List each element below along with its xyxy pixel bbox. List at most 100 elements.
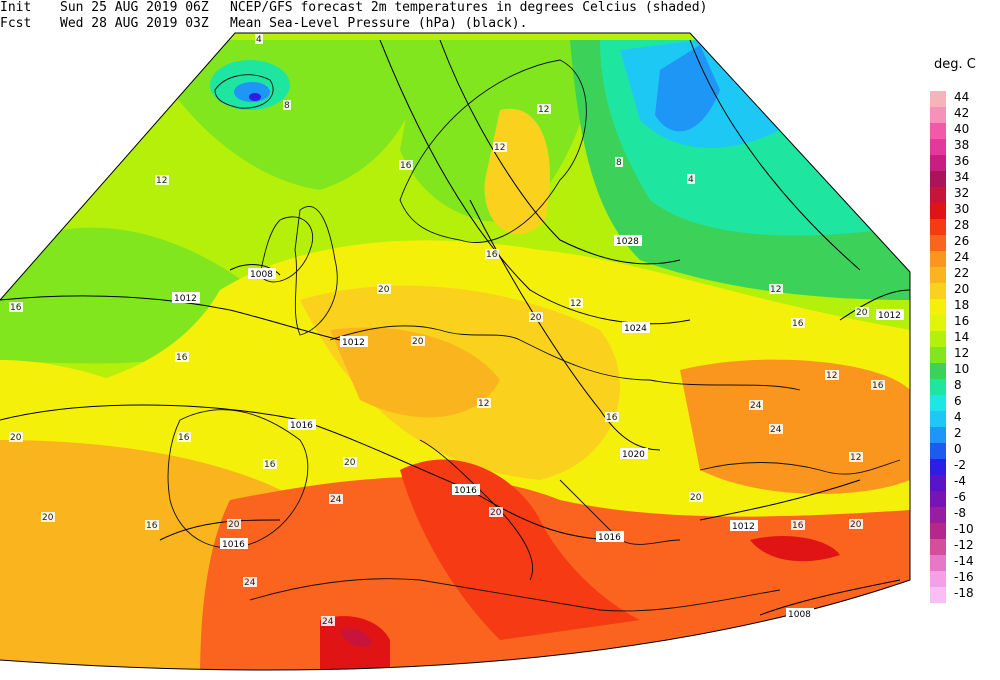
legend-swatch — [930, 123, 946, 139]
header-line2: Mean Sea-Level Pressure (hPa) (black). — [230, 16, 528, 31]
temp-label-bg — [871, 380, 885, 390]
ukraine-zone — [680, 359, 910, 494]
temp-label: 16 — [792, 319, 804, 329]
isobar-label-1008b: 1008 — [788, 610, 811, 620]
iberia-coast — [167, 409, 309, 549]
north-africa-coast — [249, 578, 781, 612]
temp-label: 16 — [606, 413, 618, 423]
isobar-label-bg-1008a — [248, 268, 276, 279]
isobar-label-bg-1016a — [288, 419, 316, 430]
legend-value: 32 — [954, 186, 970, 200]
temp-label: 20 — [228, 520, 240, 530]
legend-swatch — [930, 347, 946, 363]
temp-label-bg — [825, 370, 839, 380]
legend-value: 0 — [954, 442, 962, 456]
temp-label-bg — [329, 494, 343, 504]
legend-value: 24 — [954, 250, 970, 264]
temp-label-bg — [243, 577, 257, 587]
temp-label: 12 — [770, 285, 781, 295]
isobar-label-1016c: 1016 — [222, 540, 245, 550]
isobar-1016-b — [159, 519, 281, 541]
legend-value: -2 — [954, 458, 966, 472]
temp-label-bg — [569, 298, 583, 308]
temp-label-bg — [849, 452, 863, 462]
legend-value: 34 — [954, 170, 970, 184]
isobar-label-1028: 1028 — [616, 237, 639, 247]
isobar-1028 — [439, 39, 681, 265]
isobar-label-1016d: 1016 — [598, 533, 621, 543]
temp-label-bg — [615, 157, 623, 167]
temp-label-bg — [687, 174, 695, 184]
temp-label-bg — [855, 307, 869, 317]
britain-coast — [294, 206, 338, 336]
isobar-label-bg-1016d — [596, 531, 624, 542]
temp-label-bg — [9, 302, 23, 312]
legend-swatch — [930, 491, 946, 507]
temp-label-bg — [343, 457, 357, 467]
legend-swatch — [930, 187, 946, 203]
isobar-1020 — [469, 199, 661, 451]
temp-label: 24 — [322, 617, 334, 627]
legend-swatch — [930, 107, 946, 123]
legend-value: 2 — [954, 426, 962, 440]
temp-label-bg — [849, 519, 863, 529]
legend-value: 18 — [954, 298, 970, 312]
temp-label: 20 — [412, 337, 424, 347]
legend-value: 12 — [954, 346, 970, 360]
legend-swatch — [930, 587, 946, 603]
temp-label-bg — [9, 432, 23, 442]
legend-value: -4 — [954, 474, 966, 488]
algeria-hottest — [340, 628, 372, 647]
legend-swatch — [930, 219, 946, 235]
legend-value: 22 — [954, 266, 970, 280]
legend-swatch — [930, 443, 946, 459]
legend-swatch — [930, 267, 946, 283]
init-date: Sun 25 AUG 2019 06Z — [60, 0, 209, 15]
legend-value: -18 — [954, 586, 974, 600]
temp-label: 16 — [872, 381, 884, 391]
temp-label-bg — [605, 412, 619, 422]
temp-label: 20 — [42, 513, 54, 523]
temp-label: 16 — [176, 353, 188, 363]
temp-label-bg — [227, 519, 241, 529]
temp-label-bg — [255, 34, 263, 44]
temp-label: 20 — [530, 313, 542, 323]
isobar-label-1024: 1024 — [624, 324, 647, 334]
isobar-label-bg-1012b — [340, 336, 368, 347]
legend-swatch — [930, 91, 946, 107]
fcst-row: Fcst Wed 28 AUG 2019 03Z Mean Sea-Level Pr… — [0, 16, 900, 32]
header-line1: NCEP/GFS forecast 2m temperatures in deg… — [230, 0, 708, 15]
temp-label: 20 — [690, 493, 702, 503]
legend-swatch — [930, 523, 946, 539]
legend-swatch — [930, 427, 946, 443]
ireland-coast — [259, 216, 314, 283]
temp-label-bg — [283, 100, 291, 110]
germany-zone — [330, 327, 500, 418]
temp-label: 24 — [770, 425, 782, 435]
isobar-label-1016b: 1016 — [454, 486, 477, 496]
legend-value: -16 — [954, 570, 974, 584]
legend-value: 26 — [954, 234, 970, 248]
temp-label: 12 — [826, 371, 837, 381]
legend-swatch — [930, 235, 946, 251]
temp-label-bg — [689, 492, 703, 502]
temp-label: 16 — [792, 521, 804, 531]
legend-swatch — [930, 475, 946, 491]
legend-swatch — [930, 203, 946, 219]
isobar-1012-c — [839, 289, 911, 321]
temp-label-bg — [41, 512, 55, 522]
legend-swatch — [930, 507, 946, 523]
temp-label: 12 — [538, 105, 549, 115]
temp-label: 12 — [494, 143, 505, 153]
legend-value: -6 — [954, 490, 966, 504]
isobar-1016-a — [0, 404, 621, 541]
legend-value: -14 — [954, 554, 974, 568]
temp-label: 20 — [490, 508, 502, 518]
legend-swatch — [930, 283, 946, 299]
temp-label: 16 — [178, 433, 190, 443]
temp-label-bg — [177, 432, 191, 442]
legend-swatch — [930, 299, 946, 315]
temp-label: 12 — [478, 399, 489, 409]
temp-label: 20 — [850, 520, 862, 530]
legend-value: -10 — [954, 522, 974, 536]
